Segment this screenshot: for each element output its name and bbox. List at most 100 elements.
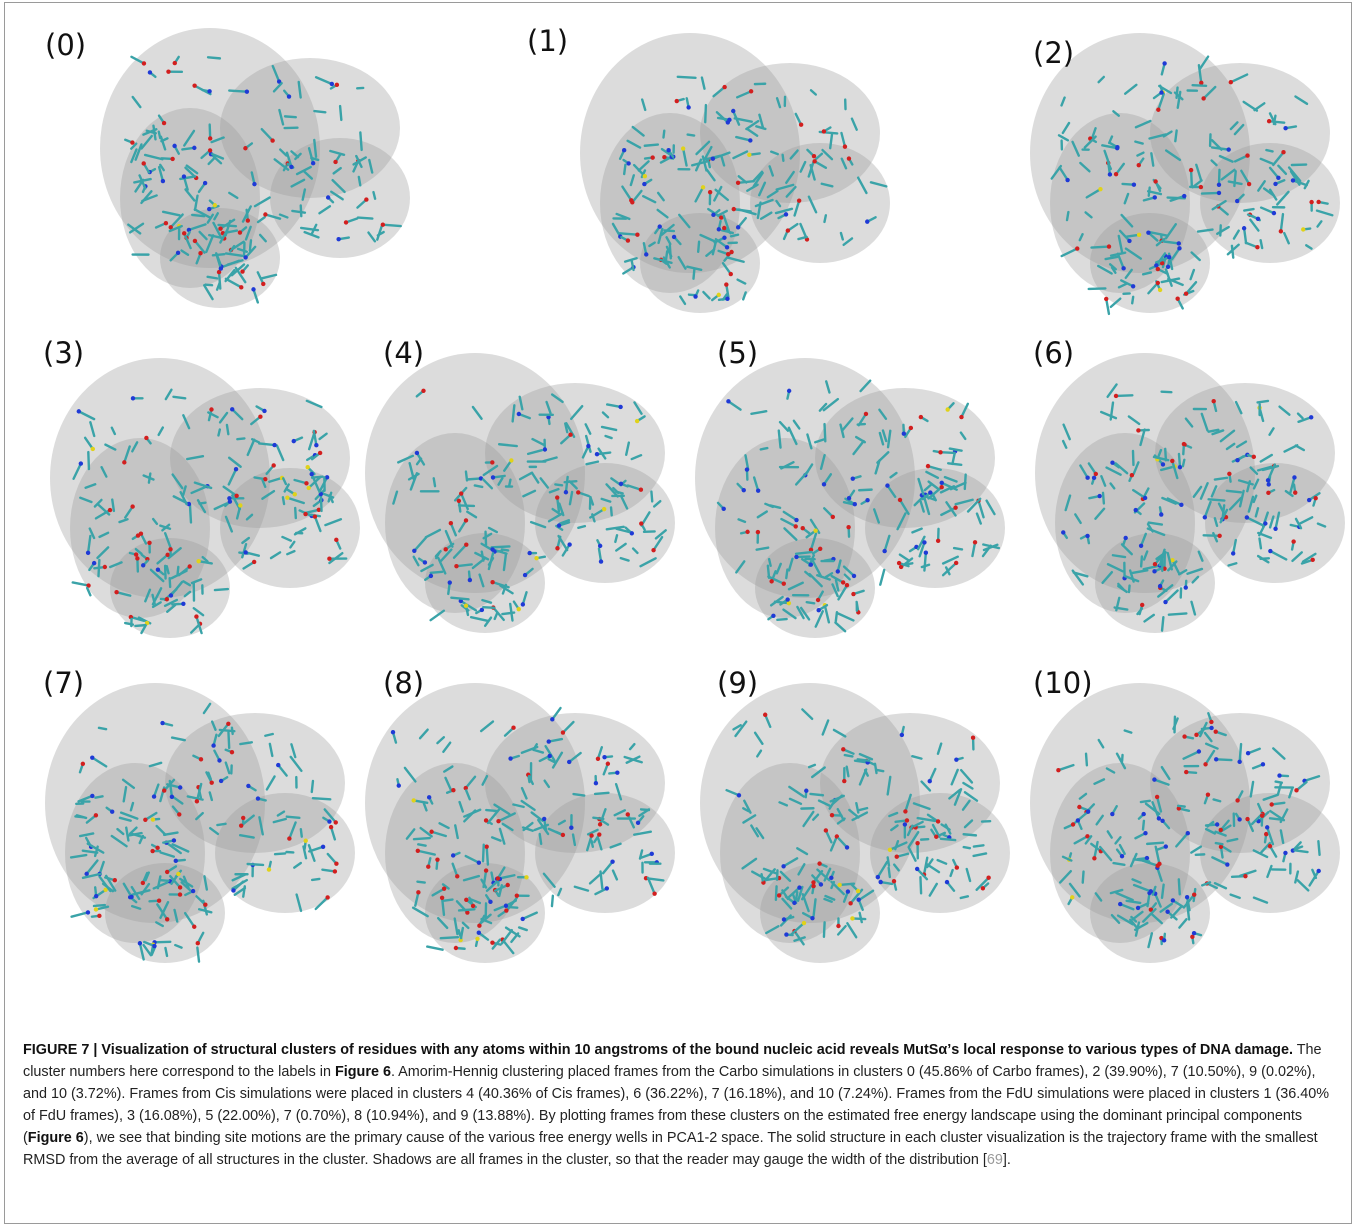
bond (1129, 586, 1130, 593)
atom (329, 825, 333, 829)
bond (466, 472, 467, 481)
bond (693, 269, 694, 278)
atom (305, 465, 309, 469)
bond (483, 607, 494, 608)
atom (1273, 182, 1277, 186)
atom (1162, 938, 1166, 942)
atom (567, 542, 571, 546)
bond (1143, 821, 1144, 830)
atom (508, 756, 512, 760)
bond (417, 882, 424, 883)
bond (678, 77, 696, 78)
atom (364, 197, 368, 201)
atom (856, 889, 860, 893)
atom (122, 460, 126, 464)
atom (77, 409, 81, 413)
atom (210, 780, 214, 784)
atom (285, 496, 289, 500)
atom (1291, 178, 1295, 182)
atom (293, 492, 297, 496)
bond (824, 215, 825, 222)
citation[interactable]: 69 (987, 1152, 1003, 1168)
shadow-lobe (1205, 463, 1345, 583)
bond (217, 824, 225, 825)
atom (831, 515, 835, 519)
bond (776, 886, 777, 899)
molecule-panel (50, 358, 360, 638)
atom (1237, 760, 1241, 764)
bond (847, 767, 849, 776)
bond (705, 105, 706, 122)
atom (191, 889, 195, 893)
atom (842, 779, 846, 783)
atom (915, 841, 919, 845)
atom (1114, 394, 1118, 398)
atom (1203, 515, 1207, 519)
atom (569, 826, 573, 830)
bond (1258, 401, 1268, 403)
atom (895, 855, 899, 859)
atom (1209, 726, 1213, 730)
atom (1197, 749, 1201, 753)
atom (176, 251, 180, 255)
atom (900, 733, 904, 737)
atom (1159, 512, 1163, 516)
atom (561, 833, 565, 837)
molecule-panel (100, 28, 410, 308)
figure-panels: (0)(1)(2)(3)(4)(5)(6)(7)(8)(9)(10) (5, 3, 1351, 1023)
atom (1255, 245, 1259, 249)
atom (722, 226, 726, 230)
atom (241, 816, 245, 820)
atom (1097, 494, 1101, 498)
shadow-lobe (70, 438, 210, 618)
bond (1216, 759, 1231, 760)
atom (440, 896, 444, 900)
bond (1162, 617, 1163, 630)
atom (442, 887, 446, 891)
atom (192, 83, 196, 87)
atom (318, 451, 322, 455)
atom (335, 83, 339, 87)
atom (852, 574, 856, 578)
atom (491, 475, 495, 479)
atom (304, 839, 308, 843)
atom (484, 868, 488, 872)
atom (454, 946, 458, 950)
atom (564, 490, 568, 494)
atom (321, 845, 325, 849)
atom (287, 836, 291, 840)
atom (973, 540, 977, 544)
bond (948, 463, 961, 464)
atom (626, 238, 630, 242)
atom (427, 795, 431, 799)
atom (449, 521, 453, 525)
atom (162, 121, 166, 125)
atom (1219, 828, 1223, 832)
atom (135, 556, 139, 560)
atom (1132, 183, 1136, 187)
atom (192, 146, 196, 150)
atom (595, 452, 599, 456)
bond (295, 508, 296, 518)
atom (843, 144, 847, 148)
atom (804, 789, 808, 793)
atom (1301, 227, 1305, 231)
atom (954, 561, 958, 565)
atom (1184, 770, 1188, 774)
atom (1177, 246, 1181, 250)
atom (1307, 498, 1311, 502)
atom (722, 236, 726, 240)
atom (451, 788, 455, 792)
atom (953, 505, 957, 509)
atom (586, 444, 590, 448)
bond (1261, 240, 1263, 248)
bond (1260, 539, 1261, 549)
atom (615, 770, 619, 774)
atom (822, 129, 826, 133)
bond (359, 177, 360, 185)
atom (1121, 266, 1125, 270)
bond (1169, 613, 1187, 614)
bond (1191, 170, 1192, 186)
atom (722, 507, 726, 511)
atom (635, 419, 639, 423)
